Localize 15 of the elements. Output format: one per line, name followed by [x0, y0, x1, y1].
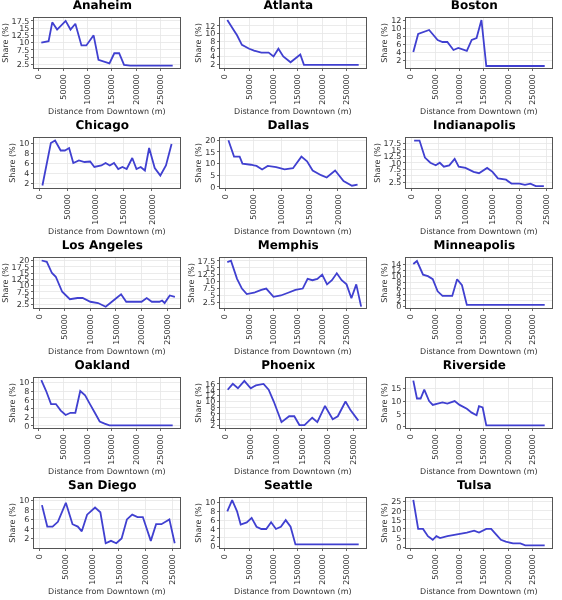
line-series	[41, 139, 173, 187]
line-series	[412, 260, 546, 306]
line-series	[412, 379, 546, 427]
line-series	[227, 139, 359, 187]
line-series	[41, 501, 176, 545]
line-series	[226, 259, 363, 308]
line-series	[226, 380, 360, 426]
line-series	[413, 139, 545, 188]
line-series	[226, 19, 360, 66]
line-series	[40, 259, 176, 308]
line-series	[40, 20, 174, 67]
line-series	[226, 499, 360, 546]
line-series	[412, 498, 546, 547]
line-series	[412, 19, 546, 67]
line-series	[40, 379, 174, 427]
